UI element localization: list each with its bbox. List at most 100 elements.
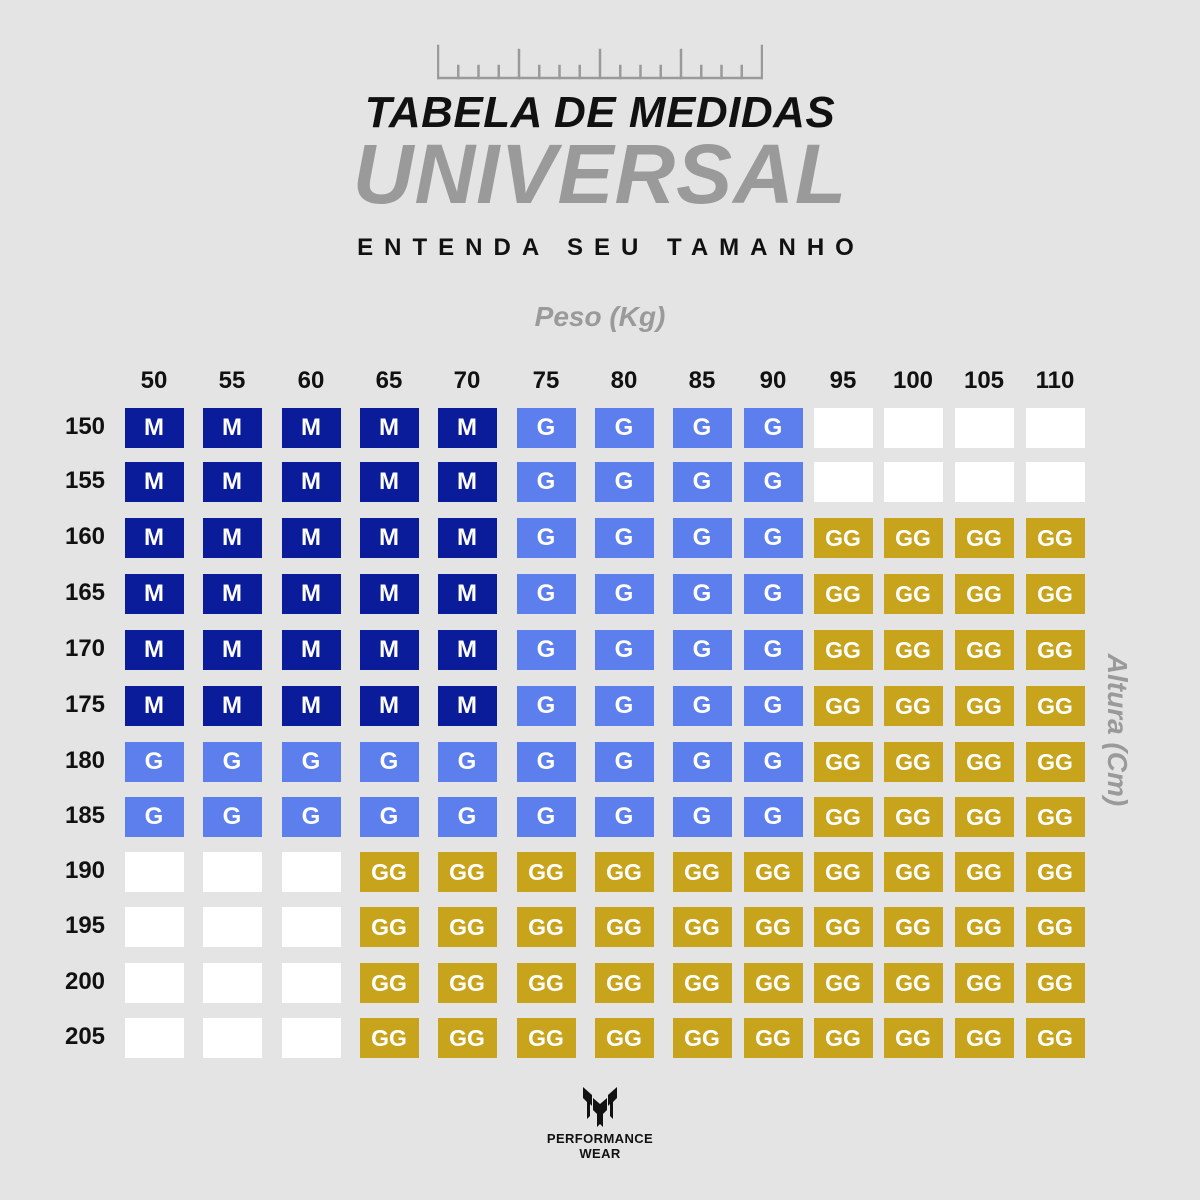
- size-cell-200-105: GG: [954, 963, 1014, 1003]
- size-cell-165-90: G: [743, 574, 803, 614]
- size-cell-185-100: GG: [883, 797, 943, 837]
- size-cell-185-65: G: [359, 797, 419, 837]
- size-cell-150-60: M: [281, 408, 341, 448]
- y-axis-label: Altura (Cm): [1102, 653, 1133, 807]
- size-cell-180-50: G: [124, 742, 184, 782]
- size-cell-165-80: G: [594, 574, 654, 614]
- size-cell-205-55: [202, 1018, 262, 1058]
- size-cell-165-85: G: [672, 574, 732, 614]
- size-cell-185-60: G: [281, 797, 341, 837]
- size-cell-190-80: GG: [594, 852, 654, 892]
- size-cell-190-95: GG: [813, 852, 873, 892]
- size-cell-165-60: M: [281, 574, 341, 614]
- size-cell-165-105: GG: [954, 574, 1014, 614]
- row-label-200: 200: [64, 968, 106, 995]
- column-label-95: 95: [829, 367, 857, 394]
- size-cell-160-100: GG: [883, 518, 943, 558]
- size-cell-170-110: GG: [1025, 630, 1085, 670]
- column-label-70: 70: [453, 367, 481, 394]
- size-cell-165-65: M: [359, 574, 419, 614]
- size-cell-190-50: [124, 852, 184, 892]
- size-cell-165-55: M: [202, 574, 262, 614]
- row-label-150: 150: [64, 413, 106, 440]
- row-label-165: 165: [64, 579, 106, 606]
- size-cell-170-105: GG: [954, 630, 1014, 670]
- size-cell-195-105: GG: [954, 907, 1014, 947]
- size-cell-185-105: GG: [954, 797, 1014, 837]
- row-label-180: 180: [64, 747, 106, 774]
- column-label-90: 90: [759, 367, 787, 394]
- size-cell-160-70: M: [437, 518, 497, 558]
- size-cell-205-60: [281, 1018, 341, 1058]
- brand-logo: PERFORMANCE WEAR: [0, 1086, 1200, 1162]
- size-cell-190-75: GG: [516, 852, 576, 892]
- size-cell-175-75: G: [516, 686, 576, 726]
- size-cell-175-50: M: [124, 686, 184, 726]
- size-cell-160-75: G: [516, 518, 576, 558]
- size-cell-180-55: G: [202, 742, 262, 782]
- size-cell-200-110: GG: [1025, 963, 1085, 1003]
- x-axis-label: Peso (Kg): [534, 301, 666, 332]
- size-cell-155-70: M: [437, 462, 497, 502]
- size-cell-150-100: [883, 408, 943, 448]
- size-cell-175-60: M: [281, 686, 341, 726]
- size-cell-150-90: G: [743, 408, 803, 448]
- row-label-205: 205: [64, 1023, 106, 1050]
- size-cell-170-85: G: [672, 630, 732, 670]
- size-cell-185-75: G: [516, 797, 576, 837]
- size-cell-150-50: M: [124, 408, 184, 448]
- size-cell-200-75: GG: [516, 963, 576, 1003]
- row-label-190: 190: [64, 857, 106, 884]
- size-cell-165-110: GG: [1025, 574, 1085, 614]
- size-cell-180-60: G: [281, 742, 341, 782]
- row-label-160: 160: [64, 523, 106, 550]
- column-label-60: 60: [297, 367, 325, 394]
- size-cell-200-60: [281, 963, 341, 1003]
- size-cell-195-50: [124, 907, 184, 947]
- size-cell-205-75: GG: [516, 1018, 576, 1058]
- size-cell-155-55: M: [202, 462, 262, 502]
- size-cell-185-55: G: [202, 797, 262, 837]
- size-cell-185-70: G: [437, 797, 497, 837]
- size-cell-155-95: [813, 462, 873, 502]
- size-cell-200-55: [202, 963, 262, 1003]
- size-cell-200-65: GG: [359, 963, 419, 1003]
- row-label-185: 185: [64, 802, 106, 829]
- size-cell-190-100: GG: [883, 852, 943, 892]
- size-cell-185-95: GG: [813, 797, 873, 837]
- size-cell-200-90: GG: [743, 963, 803, 1003]
- size-cell-150-80: G: [594, 408, 654, 448]
- size-cell-155-85: G: [672, 462, 732, 502]
- size-cell-200-100: GG: [883, 963, 943, 1003]
- size-cell-155-65: M: [359, 462, 419, 502]
- size-cell-195-100: GG: [883, 907, 943, 947]
- size-cell-150-70: M: [437, 408, 497, 448]
- size-cell-195-60: [281, 907, 341, 947]
- row-label-195: 195: [64, 912, 106, 939]
- size-cell-160-85: G: [672, 518, 732, 558]
- size-cell-195-75: GG: [516, 907, 576, 947]
- size-cell-205-95: GG: [813, 1018, 873, 1058]
- size-cell-175-90: G: [743, 686, 803, 726]
- size-cell-195-70: GG: [437, 907, 497, 947]
- size-cell-185-110: GG: [1025, 797, 1085, 837]
- size-cell-165-70: M: [437, 574, 497, 614]
- size-cell-175-55: M: [202, 686, 262, 726]
- size-cell-170-60: M: [281, 630, 341, 670]
- size-cell-165-95: GG: [813, 574, 873, 614]
- size-cell-150-95: [813, 408, 873, 448]
- column-label-65: 65: [375, 367, 403, 394]
- column-label-85: 85: [688, 367, 716, 394]
- size-cell-160-50: M: [124, 518, 184, 558]
- size-cell-185-90: G: [743, 797, 803, 837]
- size-cell-150-75: G: [516, 408, 576, 448]
- size-cell-175-80: G: [594, 686, 654, 726]
- size-cell-170-90: G: [743, 630, 803, 670]
- size-cell-200-80: GG: [594, 963, 654, 1003]
- size-cell-200-50: [124, 963, 184, 1003]
- size-cell-150-65: M: [359, 408, 419, 448]
- column-label-50: 50: [140, 367, 168, 394]
- size-cell-150-85: G: [672, 408, 732, 448]
- size-cell-160-80: G: [594, 518, 654, 558]
- size-cell-165-50: M: [124, 574, 184, 614]
